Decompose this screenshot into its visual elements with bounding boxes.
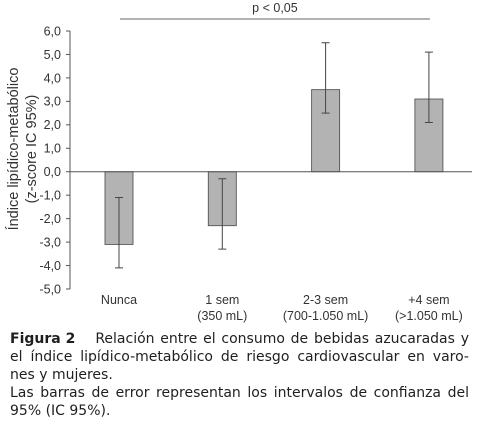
category-label: 1 sem <box>205 293 239 307</box>
y-tick-label: 6,0 <box>44 24 61 38</box>
y-tick-label: 3,0 <box>44 95 61 109</box>
category-sublabel: (700-1.050 mL) <box>283 309 368 323</box>
y-axis-title: Índice lipídico-metabólico <box>5 68 22 231</box>
caption-title-line: el índice lipídico-metabólico de riesgo … <box>10 349 469 365</box>
y-tick-label: -3,0 <box>39 235 61 249</box>
caption-line-1: Figura 2 Relación entre el consumo de be… <box>10 330 469 348</box>
y-tick-label: 0,0 <box>44 165 61 179</box>
error-bars <box>115 42 433 269</box>
category-sublabel: (>1.050 mL) <box>395 309 463 323</box>
y-tick-label: -2,0 <box>39 212 61 226</box>
significance-label: p < 0,05 <box>252 1 298 15</box>
y-tick-label: 4,0 <box>44 71 61 85</box>
caption-title-line: Relación entre el consumo de bebidas azu… <box>95 331 469 347</box>
figure-caption: Figura 2 Relación entre el consumo de be… <box>10 330 469 420</box>
error-bar-1-sem <box>218 178 227 250</box>
y-tick-label: -1,0 <box>39 189 61 203</box>
y-axis-title-units: (z-score IC 95%) <box>24 95 40 204</box>
chart-labels: Nunca 1 sem (350 mL) 2-3 sem (700-1.050 mL) +… <box>5 1 463 323</box>
category-sublabel: (350 mL) <box>197 309 247 323</box>
caption-note-line: Las barras de error representan los inte… <box>10 385 469 401</box>
y-tick-label: 2,0 <box>44 118 61 132</box>
y-tick-label: -5,0 <box>39 282 61 296</box>
bars <box>104 89 444 245</box>
y-tick-label: -4,0 <box>39 259 61 273</box>
y-tick-label: 5,0 <box>44 48 61 62</box>
axes: 6,0 5,0 4,0 3,0 2,0 1,0 0,0 -1,0 -2,0 -3,0 -4,0 -5,… <box>39 24 71 296</box>
error-bar-nunca <box>115 197 123 269</box>
category-label: +4 sem <box>408 293 449 307</box>
caption-note-line: 95% (IC 95%). <box>10 403 111 419</box>
figure-label: Figura 2 <box>10 331 76 347</box>
category-label: Nunca <box>101 293 137 307</box>
error-bar-4-sem <box>424 51 433 123</box>
category-label: 2-3 sem <box>303 293 348 307</box>
y-tick-label: 1,0 <box>44 142 61 156</box>
bar-chart: 6,0 5,0 4,0 3,0 2,0 1,0 0,0 -1,0 -2,0 -3,0 -4,0 -5,… <box>5 1 472 323</box>
caption-title-line: nes y mujeres. <box>10 367 113 383</box>
error-bar-2-3-sem <box>321 42 330 114</box>
